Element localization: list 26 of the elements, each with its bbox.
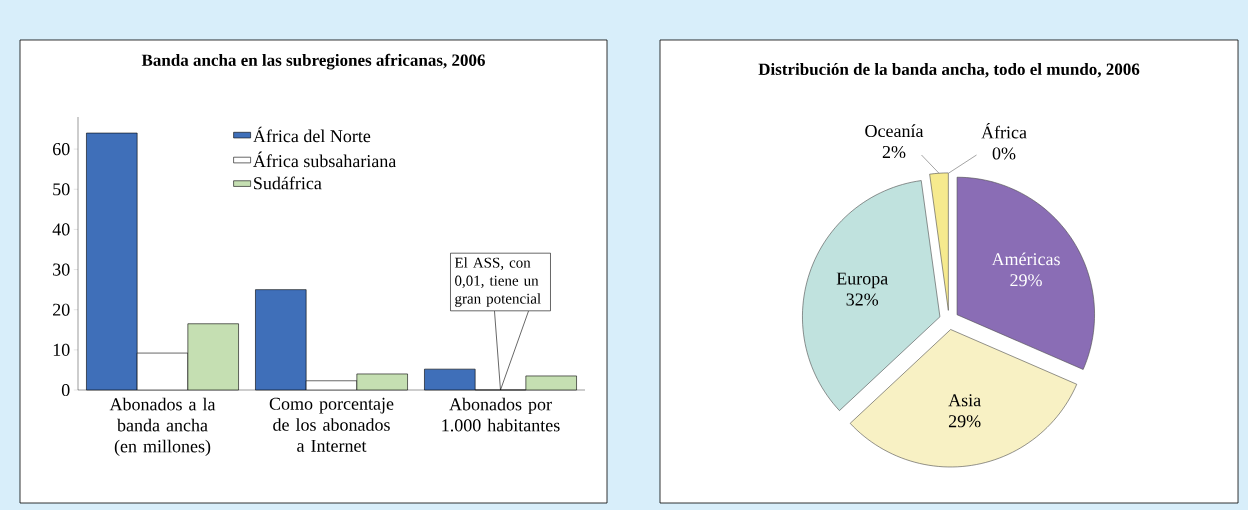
y-tick-label: 50 [53, 183, 70, 196]
data-label: 2% [882, 145, 906, 159]
y-tick-label: 30 [53, 263, 70, 276]
x-tick-label: Abonados a la banda ancha (en millones) [109, 397, 216, 457]
data-label: 29% [1010, 274, 1042, 287]
slice-label: Oceanía [865, 124, 924, 138]
data-label: 29% [948, 415, 981, 428]
y-tick-label: 60 [53, 143, 70, 156]
x-tick-label: Abonados por 1.000 habitantes [442, 397, 560, 432]
x-tick-label: Como porcentaje de los abonados a Internet [269, 397, 394, 452]
legend-label: África subsahariana [253, 151, 397, 168]
text: 0% [992, 147, 1016, 160]
slice-label: Asia [948, 394, 981, 407]
chart-title: Banda ancha en las subregiones africanas, 2006 [141, 53, 485, 70]
slice-label: Europa [836, 272, 888, 289]
y-tick-label: 40 [52, 223, 70, 236]
y-tick-label: 10 [53, 343, 70, 356]
legend-label: Sudáfrica [254, 176, 322, 190]
annotation: El ASS, con 0,01, tiene un gran potencial [454, 257, 541, 307]
chart-title: Distribución de la banda ancha, todo el mundo, 2006 [758, 63, 1140, 78]
legend-label: África del Norte [253, 126, 371, 143]
y-tick-label: 20 [53, 303, 70, 316]
data-label: 32% [846, 293, 879, 306]
category-label: África [981, 122, 1027, 139]
slice-label: Américas [991, 252, 1060, 266]
y-tick-label: 0 [61, 383, 70, 397]
